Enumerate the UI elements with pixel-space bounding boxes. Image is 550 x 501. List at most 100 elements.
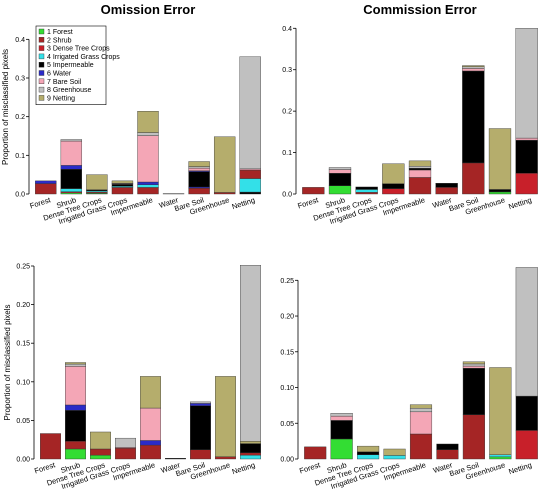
panel-2-bar-segment <box>462 65 485 68</box>
panel-2-bar-segment <box>435 187 458 195</box>
panel-4-bar-segment <box>436 443 459 450</box>
panel-4-bar-segment <box>357 445 380 453</box>
legend-swatch <box>38 53 45 60</box>
panel-1-y-tick-label: 0.0 <box>15 192 25 199</box>
panel-1-bar-segment <box>188 187 210 195</box>
panel-2-bar-segment <box>462 70 485 164</box>
legend-label: 3 Dense Tree Crops <box>47 46 110 53</box>
panel-1-bar-segment <box>137 181 159 185</box>
panel-3-bar-segment <box>240 441 261 444</box>
panel-4-bar-segment <box>462 361 485 365</box>
panel-2-bar-segment <box>408 166 432 169</box>
panel-3-bar-segment <box>65 362 86 365</box>
panel-1-title: Omission Error <box>101 2 196 17</box>
panel-4-y-tick-label: 0.15 <box>280 349 294 356</box>
panel-1-bar-segment <box>188 167 210 172</box>
panel-1-bar-segment <box>60 139 83 142</box>
panel-4-bar-segment <box>515 395 538 431</box>
legend-swatch <box>38 28 45 35</box>
panel-2-bar-segment <box>488 189 512 193</box>
panel-1-bar-segment <box>188 166 210 169</box>
panel-2-y-tick-label: 0.2 <box>282 109 292 116</box>
panel-1-bar-segment <box>111 184 134 187</box>
panel-2-bar-segment <box>302 187 325 195</box>
panel-3-bar-segment <box>240 452 261 456</box>
panel-4-bar-segment <box>383 448 406 456</box>
panel-3-bar-segment <box>90 431 111 450</box>
panel-1-bar-segment <box>239 191 261 195</box>
panel-1-y-tick-label: 0.4 <box>15 37 25 44</box>
panel-1-bar-segment <box>239 56 261 170</box>
panel-3-bar-segment <box>140 407 161 441</box>
panel-2-bar-segment <box>328 185 352 195</box>
panel-2-bar-segment <box>382 183 405 189</box>
panel-3-bar-segment <box>65 448 86 460</box>
panel-1-bar-segment <box>86 174 108 190</box>
panel-4-bar-segment <box>489 454 512 458</box>
panel-4-x-tick-label: Forest <box>298 460 322 475</box>
legend-swatch <box>38 45 45 51</box>
panel-2-bar-segment <box>408 160 432 167</box>
panel-2-bar-segment <box>408 177 432 195</box>
panel-3-y-tick-label: 0.20 <box>16 302 30 309</box>
panel-3-y-tick-label: 0.25 <box>16 264 30 271</box>
panel-1-y-label: Proportion of misclassified pixels <box>1 49 10 165</box>
panel-2-bar-segment <box>462 66 485 69</box>
panel-3-bar-segment <box>215 456 236 460</box>
legend-swatch <box>38 78 45 85</box>
panel-2-bar-segment <box>462 162 485 195</box>
legend-label: 2 Shrub <box>47 37 72 44</box>
panel-2-bar-segment <box>355 192 378 195</box>
panel-3-bar-segment <box>65 410 86 442</box>
panel-1-x-tick-label: Netting <box>231 195 256 211</box>
panel-4-bar-segment <box>304 446 327 460</box>
panel-2-bar-segment <box>435 183 458 188</box>
panel-2-bar-segment <box>408 169 432 178</box>
panel-4-x-tick-label: Netting <box>507 460 532 476</box>
legend-label: 5 Impermeable <box>47 62 94 69</box>
panel-2-bar-segment <box>328 173 352 186</box>
legend-label: 6 Water <box>47 71 72 78</box>
panel-1-bar-segment <box>60 140 83 166</box>
legend-label: 8 Greenhouse <box>47 87 91 94</box>
panel-3-bar-segment <box>140 376 161 409</box>
panel-3-bar-segment <box>190 449 211 460</box>
panel-4-bar-segment <box>409 408 433 413</box>
panel-1-bar-segment <box>188 161 210 167</box>
panel-1-bar-segment <box>137 132 159 136</box>
panel-3-bar-segment <box>215 376 236 457</box>
panel-3-bar-segment <box>240 265 261 442</box>
panel-1-bar-segment <box>137 187 159 195</box>
panel-3-bar-segment <box>190 401 211 404</box>
legend-label: 7 Bare Soil <box>47 79 82 86</box>
panel-1-bar-segment <box>60 188 83 192</box>
panel-3-y-tick-label: 0.10 <box>16 379 30 386</box>
panel-4-bar-segment <box>409 411 433 435</box>
panel-4-y-tick-label: 0.00 <box>280 457 294 464</box>
panel-2-bar-segment <box>515 173 538 195</box>
panel-4-bar-segment <box>515 267 538 397</box>
legend-label: 4 Irrigated Grass Crops <box>47 54 120 61</box>
panel-4-bar-segment <box>409 433 433 460</box>
panel-1-bar-segment <box>213 192 236 195</box>
panel-1-bar-segment <box>239 178 261 193</box>
panel-3-y-tick-label: 0.05 <box>16 418 30 425</box>
panel-2-bar-segment <box>328 167 352 170</box>
panel-1-bar-segment <box>35 183 57 195</box>
panel-1-bar-segment <box>137 111 159 133</box>
panel-2-bar-segment <box>355 186 378 190</box>
panel-3-x-tick-label: Netting <box>231 460 256 476</box>
panel-4-bar-segment <box>409 404 433 409</box>
panel-4-bar-segment <box>357 451 380 455</box>
panel-1-bar-segment <box>188 171 210 188</box>
panel-1-bar-segment <box>239 169 261 179</box>
panel-2-bar-segment <box>515 28 538 139</box>
panel-2-y-tick-label: 0.1 <box>282 150 292 157</box>
panel-3-bar-segment <box>40 433 61 460</box>
panel-3-bar-segment <box>90 448 111 456</box>
panel-2-bar-segment <box>328 169 352 174</box>
panel-1-bar-segment <box>111 187 134 195</box>
legend-label: 1 Forest <box>47 29 73 36</box>
panel-4-bar-segment <box>489 367 512 455</box>
panel-1-bar-segment <box>111 180 134 184</box>
